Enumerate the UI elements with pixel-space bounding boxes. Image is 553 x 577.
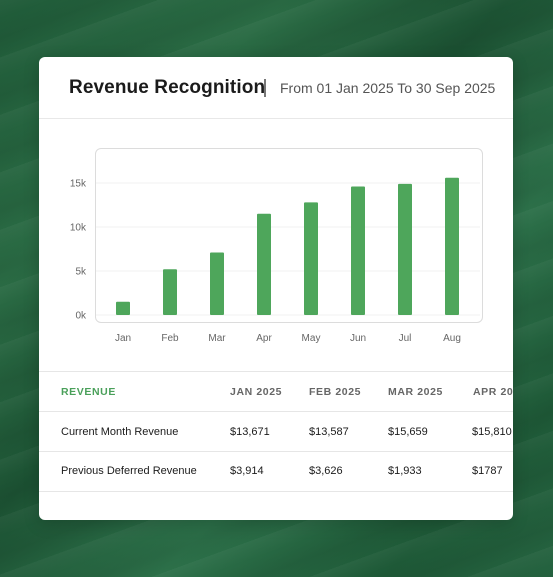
table-cell: $15,810 bbox=[472, 426, 512, 438]
x-tick-label: Jan bbox=[115, 333, 131, 344]
table-cell: $1787 bbox=[472, 465, 503, 477]
x-tick-label: Feb bbox=[161, 333, 179, 344]
revenue-bar-chart: 0k 5k 10k 15k Jan Feb Mar Apr May Jun Jul Aug bbox=[70, 177, 480, 344]
bar-jun[interactable] bbox=[351, 186, 365, 315]
card-header: Revenue Recognition From 01 Jan 2025 To … bbox=[39, 57, 513, 119]
revenue-recognition-card: Revenue Recognition From 01 Jan 2025 To … bbox=[39, 57, 513, 520]
y-tick-label: 5k bbox=[75, 267, 87, 278]
column-header-feb[interactable]: FEB 2025 bbox=[309, 386, 362, 398]
column-header-mar[interactable]: MAR 2025 bbox=[388, 386, 443, 398]
column-header-jan[interactable]: JAN 2025 bbox=[230, 386, 283, 398]
table-cell: $3,914 bbox=[230, 465, 264, 477]
x-tick-label: Mar bbox=[208, 333, 226, 344]
bar-aug[interactable] bbox=[445, 177, 459, 315]
column-header-revenue[interactable]: REVENUE bbox=[61, 386, 116, 398]
page-title: Revenue Recognition bbox=[69, 77, 266, 98]
header-divider bbox=[264, 79, 266, 97]
table-header-row: REVENUE JAN 2025 FEB 2025 MAR 2025 APR 2… bbox=[39, 371, 513, 412]
y-tick-label: 0k bbox=[75, 311, 87, 322]
table-cell: $15,659 bbox=[388, 426, 428, 438]
y-tick-label: 15k bbox=[70, 179, 87, 190]
table-cell: $13,587 bbox=[309, 426, 349, 438]
bar-jul[interactable] bbox=[398, 183, 412, 315]
x-tick-label: Apr bbox=[256, 333, 272, 344]
table-top-border bbox=[39, 371, 513, 372]
x-tick-label: Aug bbox=[443, 333, 461, 344]
table-cell: $13,671 bbox=[230, 426, 270, 438]
y-tick-label: 10k bbox=[70, 223, 87, 234]
table-cell: $3,626 bbox=[309, 465, 343, 477]
bar-may[interactable] bbox=[304, 202, 318, 315]
chart-container bbox=[95, 148, 483, 323]
bar-mar[interactable] bbox=[210, 252, 224, 315]
bar-feb[interactable] bbox=[163, 269, 177, 315]
bar-apr[interactable] bbox=[257, 213, 271, 315]
table-row[interactable]: Previous Deferred Revenue $3,914 $3,626 … bbox=[39, 452, 513, 492]
table-cell: $1,933 bbox=[388, 465, 422, 477]
row-label: Current Month Revenue bbox=[61, 426, 179, 438]
x-tick-label: May bbox=[302, 333, 321, 344]
x-tick-label: Jun bbox=[350, 333, 366, 344]
column-header-apr[interactable]: APR 20 bbox=[473, 386, 513, 398]
date-range[interactable]: From 01 Jan 2025 To 30 Sep 2025 bbox=[280, 80, 496, 96]
row-label: Previous Deferred Revenue bbox=[61, 465, 197, 477]
x-tick-label: Jul bbox=[399, 333, 412, 344]
table-row[interactable]: Current Month Revenue $13,671 $13,587 $1… bbox=[39, 412, 513, 452]
bar-jan[interactable] bbox=[116, 301, 130, 315]
